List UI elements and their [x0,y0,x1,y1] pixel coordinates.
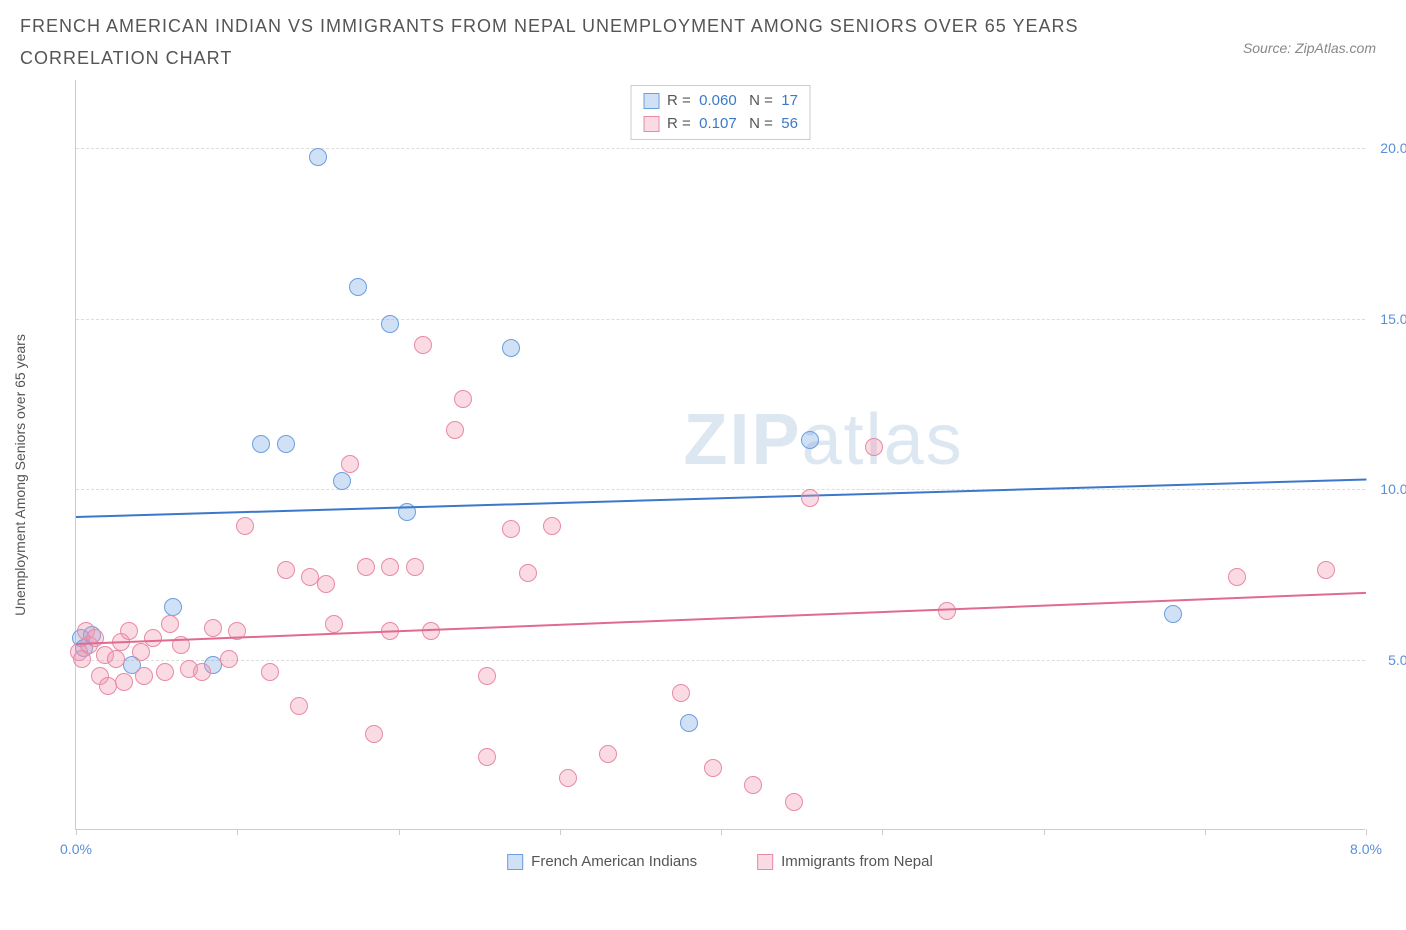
y-axis-label: Unemployment Among Seniors over 65 years [12,334,28,616]
gridline [76,148,1365,149]
data-point [144,629,162,647]
data-point [317,575,335,593]
data-point [406,558,424,576]
data-point [422,622,440,640]
y-tick-label: 15.0% [1380,311,1406,327]
data-point [120,622,138,640]
legend-swatch [757,854,773,870]
legend-label: Immigrants from Nepal [781,853,933,870]
data-point [290,697,308,715]
data-point [865,438,883,456]
x-tick [1205,829,1206,835]
data-point [99,677,117,695]
data-point [502,520,520,538]
data-point [277,561,295,579]
data-point [341,455,359,473]
legend-swatch [507,854,523,870]
y-tick-label: 10.0% [1380,481,1406,497]
scatter-chart: Unemployment Among Seniors over 65 years… [55,80,1385,870]
data-point [801,431,819,449]
data-point [478,667,496,685]
data-point [381,558,399,576]
x-tick [1366,829,1367,835]
data-point [204,619,222,637]
data-point [502,339,520,357]
legend-item: Immigrants from Nepal [757,853,933,870]
data-point [599,745,617,763]
data-point [381,315,399,333]
data-point [277,435,295,453]
data-point [704,759,722,777]
x-tick-label: 0.0% [60,841,92,857]
data-point [543,517,561,535]
data-point [107,650,125,668]
y-tick-label: 20.0% [1380,140,1406,156]
data-point [193,663,211,681]
series-legend: French American Indians Immigrants from N… [507,853,933,870]
data-point [559,769,577,787]
data-point [164,598,182,616]
x-tick [1044,829,1045,835]
gridline [76,489,1365,490]
x-tick [399,829,400,835]
data-point [161,615,179,633]
data-point [349,278,367,296]
data-point [801,489,819,507]
data-point [1228,568,1246,586]
data-point [325,615,343,633]
stats-legend: R = 0.060 N = 17R = 0.107 N = 56 [630,85,811,140]
data-point [1317,561,1335,579]
data-point [252,435,270,453]
x-tick [237,829,238,835]
x-tick [882,829,883,835]
data-point [680,714,698,732]
legend-swatch [643,93,659,109]
x-tick [721,829,722,835]
data-point [135,667,153,685]
data-point [785,793,803,811]
data-point [156,663,174,681]
gridline [76,319,1365,320]
data-point [938,602,956,620]
data-point [220,650,238,668]
legend-swatch [643,116,659,132]
data-point [261,663,279,681]
data-point [672,684,690,702]
data-point [333,472,351,490]
data-point [1164,605,1182,623]
x-tick [76,829,77,835]
data-point [414,336,432,354]
data-point [744,776,762,794]
plot-area: ZIPatlas R = 0.060 N = 17R = 0.107 N = 5… [75,80,1365,830]
data-point [519,564,537,582]
source-citation: Source: ZipAtlas.com [1243,10,1386,56]
x-tick-label: 8.0% [1350,841,1382,857]
data-point [454,390,472,408]
data-point [357,558,375,576]
stats-text: R = 0.107 N = 56 [667,113,798,136]
data-point [236,517,254,535]
stats-text: R = 0.060 N = 17 [667,90,798,113]
data-point [132,643,150,661]
stats-row: R = 0.107 N = 56 [643,113,798,136]
data-point [365,725,383,743]
gridline [76,660,1365,661]
x-tick [560,829,561,835]
trend-line [76,479,1366,518]
data-point [478,748,496,766]
stats-row: R = 0.060 N = 17 [643,90,798,113]
legend-label: French American Indians [531,853,697,870]
watermark: ZIPatlas [684,399,964,481]
y-tick-label: 5.0% [1388,652,1406,668]
data-point [309,148,327,166]
legend-item: French American Indians [507,853,697,870]
data-point [115,673,133,691]
chart-title: FRENCH AMERICAN INDIAN VS IMMIGRANTS FRO… [20,10,1120,75]
data-point [446,421,464,439]
